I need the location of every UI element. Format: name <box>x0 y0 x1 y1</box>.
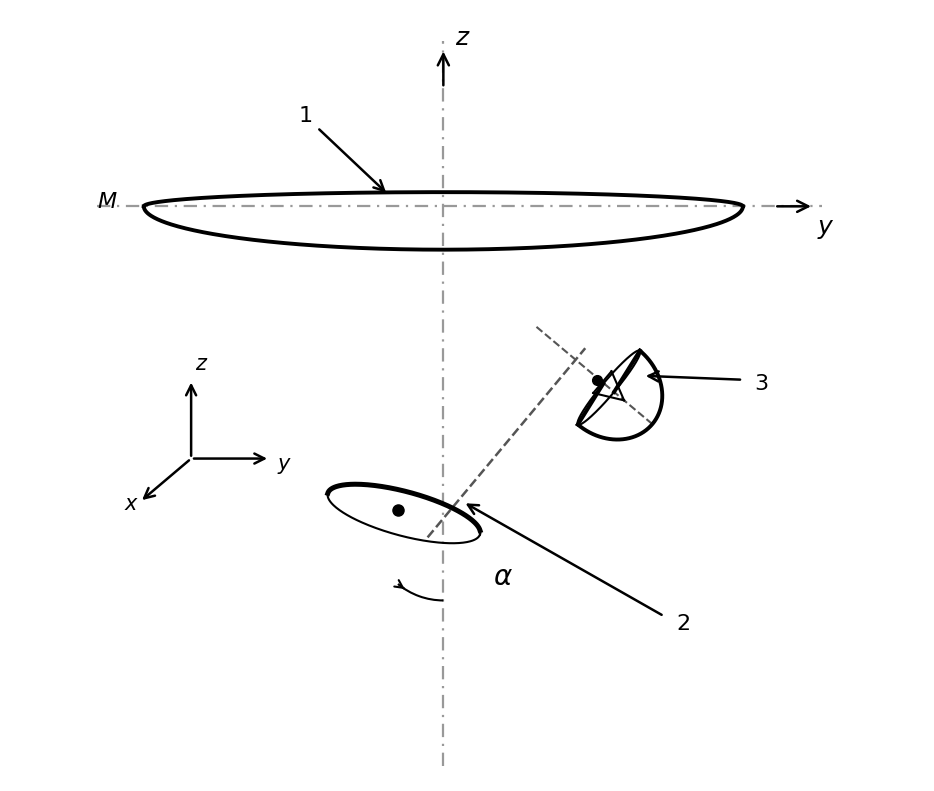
Text: 2: 2 <box>676 614 690 634</box>
Text: $\alpha$: $\alpha$ <box>492 562 513 591</box>
Text: z: z <box>455 26 468 50</box>
Text: x: x <box>124 494 136 514</box>
Text: 3: 3 <box>755 373 769 394</box>
Text: y: y <box>277 454 290 475</box>
Text: 1: 1 <box>298 106 313 126</box>
Text: M: M <box>97 192 116 213</box>
Text: z: z <box>195 354 206 374</box>
Text: y: y <box>818 215 832 239</box>
